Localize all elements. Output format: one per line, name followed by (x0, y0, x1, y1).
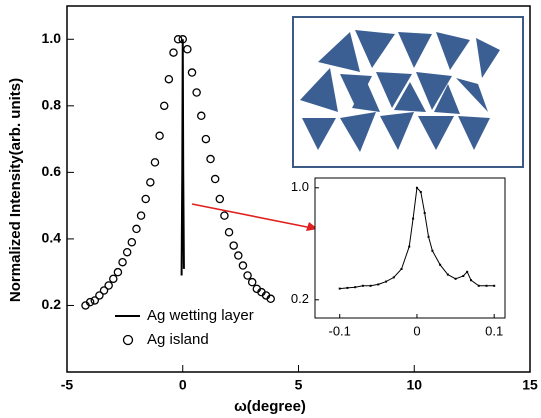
plot-frame (315, 178, 505, 318)
x-axis-label: ω(degree) (234, 398, 306, 415)
x-tick-label: 0 (179, 377, 187, 393)
x-tick-label: 0.1 (485, 323, 503, 338)
data-point (478, 285, 480, 287)
data-point (110, 275, 117, 282)
arrow (192, 204, 318, 231)
data-point (212, 175, 219, 182)
x-tick-label: 0 (413, 323, 420, 338)
data-point (156, 132, 163, 139)
chart: ω(degree) Normalized Intensity(arb. unit… (0, 0, 541, 418)
data-point (370, 285, 372, 287)
data-point (244, 272, 251, 279)
y-tick-label: 0.2 (42, 296, 62, 312)
data-point (147, 179, 154, 186)
legend-label: Ag island (147, 331, 209, 348)
data-point (339, 288, 341, 290)
data-point (393, 276, 395, 278)
data-point (202, 135, 209, 142)
data-point (114, 269, 121, 276)
x-tick-label: 5 (295, 377, 303, 393)
data-point (235, 252, 242, 259)
data-point (128, 239, 135, 246)
y-tick-label: 0.2 (291, 291, 309, 306)
data-point (424, 212, 426, 214)
data-line (182, 39, 184, 275)
data-point (198, 112, 205, 119)
data-point (133, 225, 140, 232)
data-point (207, 155, 214, 162)
x-tick-label: -0.1 (329, 323, 351, 338)
x-tick-label: -5 (61, 377, 74, 393)
data-point (431, 250, 433, 252)
data-point (401, 268, 403, 270)
data-point (184, 46, 191, 53)
data-point (346, 287, 348, 289)
data-point (420, 191, 422, 193)
data-point (470, 279, 472, 281)
data-point (362, 285, 364, 287)
y-axis-label: Normalized Intensity(arb. units) (7, 78, 24, 302)
y-tick-label: 0.8 (42, 97, 62, 113)
y-tick-label: 0.6 (42, 163, 62, 179)
data-point (377, 283, 379, 285)
data-point (354, 286, 356, 288)
data-point (239, 262, 246, 269)
x-tick-label: 15 (522, 377, 538, 393)
island-image (293, 17, 523, 167)
data-point (439, 264, 441, 266)
data-point (151, 159, 158, 166)
data-point (170, 49, 177, 56)
legend-label: Ag wetting layer (147, 307, 254, 324)
y-tick-label: 1.0 (291, 179, 309, 194)
y-tick-label: 1.0 (42, 30, 62, 46)
data-point (221, 212, 228, 219)
data-point (161, 102, 168, 109)
x-tick-label: 10 (406, 377, 422, 393)
legend-swatch (124, 336, 133, 345)
data-point (142, 195, 149, 202)
data-point (119, 259, 126, 266)
data-point (493, 285, 495, 287)
data-point (188, 69, 195, 76)
data-point (216, 195, 223, 202)
data-point (230, 242, 237, 249)
data-point (193, 89, 200, 96)
data-point (137, 212, 144, 219)
data-point (416, 187, 418, 189)
data-point (428, 236, 430, 238)
data-point (165, 76, 172, 83)
data-point (412, 218, 414, 220)
data-point (466, 271, 468, 273)
data-point (385, 281, 387, 283)
data-point (455, 278, 457, 280)
data-point (225, 229, 232, 236)
data-point (485, 285, 487, 287)
data-point (408, 246, 410, 248)
data-point (462, 275, 464, 277)
data-point (447, 274, 449, 276)
y-tick-label: 0.4 (42, 230, 62, 246)
data-point (105, 282, 112, 289)
data-point (124, 249, 131, 256)
data-point (249, 279, 256, 286)
